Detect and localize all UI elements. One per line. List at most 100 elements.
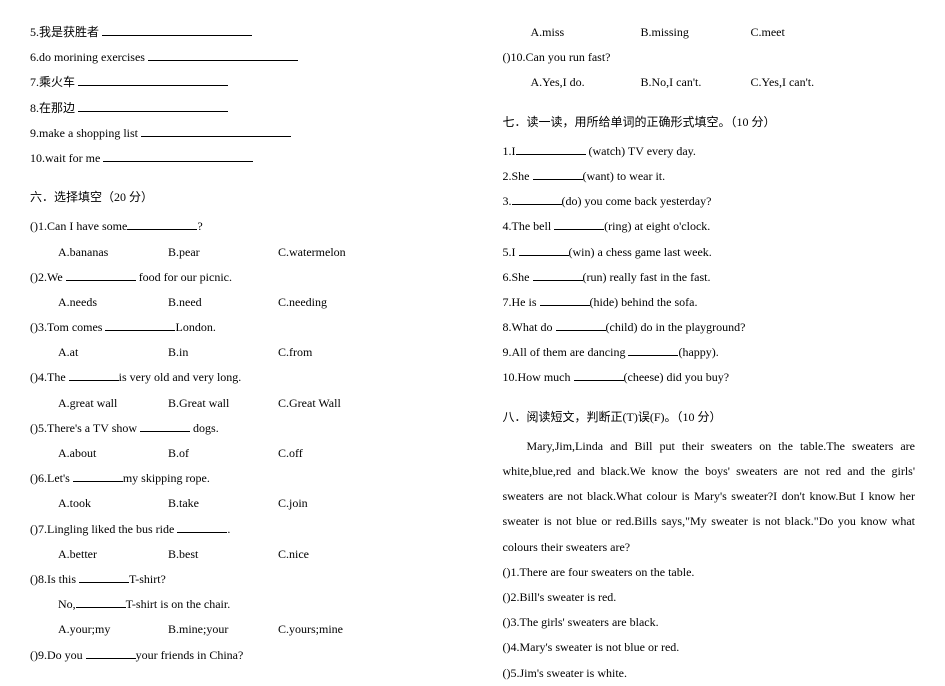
q4-stem: ( )4.The is very old and very long.: [30, 365, 443, 390]
q3-opt-b: B.in: [168, 340, 278, 365]
q6-text-b: my skipping rope.: [123, 471, 210, 485]
q1-options: A.bananasB.pearC.watermelon: [30, 240, 443, 265]
s8-3: ( )3.The girls' sweaters are black.: [503, 610, 916, 635]
q8-opt-a: A.your;my: [58, 617, 168, 642]
q2-options: A.needsB.needC.needing: [30, 290, 443, 315]
blank: [140, 431, 190, 432]
q1-stem: ( )1.Can I have some?: [30, 214, 443, 239]
blank: [628, 355, 678, 356]
q9-opt-b: B.missing: [641, 20, 751, 45]
s8-1: ( )1.There are four sweaters on the tabl…: [503, 560, 916, 585]
item-5: 5.我是获胜者: [30, 20, 443, 45]
q2-stem: ( )2.We food for our picnic.: [30, 265, 443, 290]
blank: [76, 607, 126, 608]
q10-stem: ( )10.Can you run fast?: [503, 45, 916, 70]
q1-text-b: ?: [197, 219, 202, 233]
q6-opt-a: A.took: [58, 491, 168, 516]
section-7-title: 七．读一读，用所给单词的正确形式填空。（10 分）: [503, 110, 916, 135]
q7-options: A.betterB.bestC.nice: [30, 542, 443, 567]
q1-opt-a: A.bananas: [58, 240, 168, 265]
q6-options: A.tookB.takeC.join: [30, 491, 443, 516]
q10-options: A.Yes,I do.B.No,I can't.C.Yes,I can't.: [503, 70, 916, 95]
q9-opt-a: A.miss: [531, 20, 641, 45]
q1-text-a: )1.Can I have some: [34, 219, 127, 233]
blank: [512, 204, 562, 205]
s7-3-pre: 3.: [503, 194, 512, 208]
blank: [533, 179, 583, 180]
blank: [519, 255, 569, 256]
item-5-text: 5.我是获胜者: [30, 25, 99, 39]
blank: [516, 154, 586, 155]
q3-text-b: London.: [175, 320, 215, 334]
s7-8-hint: (child) do in the playground?: [606, 320, 746, 334]
q3-stem: ( )3.Tom comes London.: [30, 315, 443, 340]
q8-opt-b: B.mine;your: [168, 617, 278, 642]
s7-9-pre: 9.All of them are dancing: [503, 345, 626, 359]
s7-1: 1.I (watch) TV every day.: [503, 139, 916, 164]
q2-opt-c: C.needing: [278, 290, 327, 315]
s7-5: 5.I (win) a chess game last week.: [503, 240, 916, 265]
q8-stem-1: ( )8.Is this T-shirt?: [30, 567, 443, 592]
blank: [105, 330, 175, 331]
q2-text-a: )2.We: [34, 270, 63, 284]
q4-opt-b: B.Great wall: [168, 391, 278, 416]
s7-7-pre: 7.He is: [503, 295, 537, 309]
blank: [556, 330, 606, 331]
q7-stem: ( )7.Lingling liked the bus ride .: [30, 517, 443, 542]
q7-text-b: .: [227, 522, 230, 536]
s7-2-pre: 2.She: [503, 169, 530, 183]
q10-text: )10.Can you run fast?: [507, 50, 611, 64]
q9-text-a: )9.Do you: [34, 648, 83, 662]
s7-7: 7.He is (hide) behind the sofa.: [503, 290, 916, 315]
right-column: A.missB.missingC.meet ( )10.Can you run …: [503, 20, 916, 686]
q5-text-b: dogs.: [193, 421, 219, 435]
item-9: 9.make a shopping list: [30, 121, 443, 146]
blank: [533, 280, 583, 281]
q4-text-a: )4.The: [34, 370, 66, 384]
q2-opt-b: B.need: [168, 290, 278, 315]
q3-text-a: )3.Tom comes: [34, 320, 102, 334]
q4-opt-a: A.great wall: [58, 391, 168, 416]
s8-5-text: )5.Jim's sweater is white.: [507, 666, 627, 680]
q3-options: A.atB.inC.from: [30, 340, 443, 365]
section-8-title: 八．阅读短文，判断正(T)误(F)。（10 分）: [503, 405, 916, 430]
s8-4: ( )4.Mary's sweater is not blue or red.: [503, 635, 916, 660]
q2-opt-a: A.needs: [58, 290, 168, 315]
s8-4-text: )4.Mary's sweater is not blue or red.: [507, 640, 680, 654]
q7-opt-b: B.best: [168, 542, 278, 567]
q9-stem: ( )9.Do you your friends in China?: [30, 643, 443, 668]
q10-opt-b: B.No,I can't.: [641, 70, 751, 95]
q4-opt-c: C.Great Wall: [278, 391, 341, 416]
s7-5-pre: 5.I: [503, 245, 516, 259]
q10-opt-c: C.Yes,I can't.: [751, 70, 815, 95]
s7-6-pre: 6.She: [503, 270, 530, 284]
s7-8: 8.What do (child) do in the playground?: [503, 315, 916, 340]
s7-10: 10.How much (cheese) did you buy?: [503, 365, 916, 390]
q9-options: A.missB.missingC.meet: [503, 20, 916, 45]
item-10: 10.wait for me: [30, 146, 443, 171]
item-7-text: 7.乘火车: [30, 75, 75, 89]
item-6-text: 6.do morining exercises: [30, 50, 145, 64]
item-9-text: 9.make a shopping list: [30, 126, 138, 140]
q5-text-a: )5.There's a TV show: [34, 421, 137, 435]
blank: [177, 532, 227, 533]
q5-opt-b: B.of: [168, 441, 278, 466]
item-6: 6.do morining exercises: [30, 45, 443, 70]
item-8: 8.在那边: [30, 96, 443, 121]
s7-8-pre: 8.What do: [503, 320, 553, 334]
item-8-text: 8.在那边: [30, 101, 75, 115]
q5-stem: ( )5.There's a TV show dogs.: [30, 416, 443, 441]
s7-3-hint: (do) you come back yesterday?: [562, 194, 712, 208]
s7-2: 2.She (want) to wear it.: [503, 164, 916, 189]
q6-text-a: )6.Let's: [34, 471, 70, 485]
q4-text-b: is very old and very long.: [119, 370, 242, 384]
q3-opt-c: C.from: [278, 340, 312, 365]
q6-opt-c: C.join: [278, 491, 308, 516]
q8-opt-c: C.yours;mine: [278, 617, 343, 642]
q8-text-a: )8.Is this: [34, 572, 76, 586]
s7-9: 9.All of them are dancing (happy).: [503, 340, 916, 365]
q10-opt-a: A.Yes,I do.: [531, 70, 641, 95]
s7-7-hint: (hide) behind the sofa.: [590, 295, 698, 309]
q5-opt-c: C.off: [278, 441, 303, 466]
q8-line2-a: No,: [58, 597, 76, 611]
